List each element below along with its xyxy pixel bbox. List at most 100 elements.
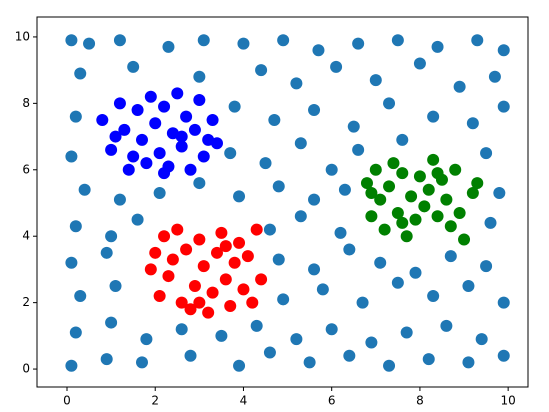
point xyxy=(135,133,148,146)
point xyxy=(193,233,206,246)
point xyxy=(131,103,144,116)
point xyxy=(255,64,268,77)
point xyxy=(422,353,435,366)
point xyxy=(65,150,78,163)
point xyxy=(210,137,223,150)
point xyxy=(255,273,268,286)
point xyxy=(497,100,510,113)
point xyxy=(391,206,404,219)
point xyxy=(83,37,96,50)
point xyxy=(378,223,391,236)
point xyxy=(400,326,413,339)
x-tick-label: 2 xyxy=(151,394,159,408)
point xyxy=(113,193,126,206)
point xyxy=(427,153,440,166)
point xyxy=(462,356,475,369)
y-tick-label: 2 xyxy=(22,295,30,309)
point xyxy=(343,243,356,256)
point xyxy=(144,90,157,103)
point xyxy=(444,220,457,233)
point xyxy=(193,177,206,190)
point xyxy=(105,143,118,156)
point xyxy=(396,133,409,146)
point xyxy=(224,299,237,312)
point xyxy=(347,120,360,133)
point xyxy=(453,80,466,93)
point xyxy=(162,270,175,283)
point xyxy=(105,230,118,243)
point xyxy=(277,34,290,47)
point xyxy=(69,220,82,233)
point xyxy=(444,250,457,263)
point xyxy=(206,286,219,299)
point xyxy=(303,356,316,369)
point xyxy=(259,157,272,170)
point xyxy=(241,250,254,263)
point xyxy=(65,359,78,372)
point xyxy=(440,319,453,332)
point xyxy=(369,163,382,176)
point xyxy=(149,117,162,130)
point xyxy=(109,130,122,143)
point xyxy=(65,34,78,47)
point xyxy=(294,210,307,223)
point xyxy=(219,273,232,286)
point xyxy=(171,223,184,236)
point xyxy=(171,87,184,100)
point xyxy=(233,190,246,203)
point xyxy=(383,97,396,110)
point xyxy=(210,246,223,259)
point xyxy=(316,283,329,296)
point xyxy=(69,326,82,339)
point xyxy=(206,113,219,126)
point xyxy=(69,110,82,123)
point xyxy=(158,167,171,180)
point xyxy=(493,187,506,200)
point xyxy=(100,246,113,259)
point xyxy=(365,210,378,223)
point xyxy=(480,260,493,273)
point xyxy=(330,60,343,73)
point xyxy=(396,216,409,229)
point xyxy=(246,296,259,309)
point xyxy=(497,349,510,362)
point xyxy=(175,130,188,143)
point xyxy=(369,74,382,87)
point xyxy=(188,280,201,293)
y-tick-label: 6 xyxy=(22,162,30,176)
point xyxy=(263,346,276,359)
point xyxy=(197,260,210,273)
x-tick-label: 6 xyxy=(328,394,336,408)
point xyxy=(400,230,413,243)
point xyxy=(484,216,497,229)
point xyxy=(105,316,118,329)
point xyxy=(294,137,307,150)
point xyxy=(237,283,250,296)
point xyxy=(202,306,215,319)
point xyxy=(497,296,510,309)
point xyxy=(224,147,237,160)
point xyxy=(193,296,206,309)
point xyxy=(360,177,373,190)
point xyxy=(78,183,91,196)
point xyxy=(431,40,444,53)
point xyxy=(475,333,488,346)
point xyxy=(193,70,206,83)
point xyxy=(405,190,418,203)
y-tick-label: 0 xyxy=(22,362,30,376)
point xyxy=(365,187,378,200)
point xyxy=(387,157,400,170)
y-tick-label: 8 xyxy=(22,96,30,110)
point xyxy=(228,256,241,269)
point xyxy=(290,77,303,90)
plot-frame xyxy=(36,16,529,388)
point xyxy=(197,150,210,163)
point xyxy=(290,333,303,346)
point xyxy=(166,253,179,266)
point xyxy=(383,180,396,193)
point xyxy=(352,37,365,50)
point xyxy=(109,280,122,293)
point xyxy=(480,147,493,160)
point xyxy=(391,34,404,47)
point xyxy=(175,323,188,336)
